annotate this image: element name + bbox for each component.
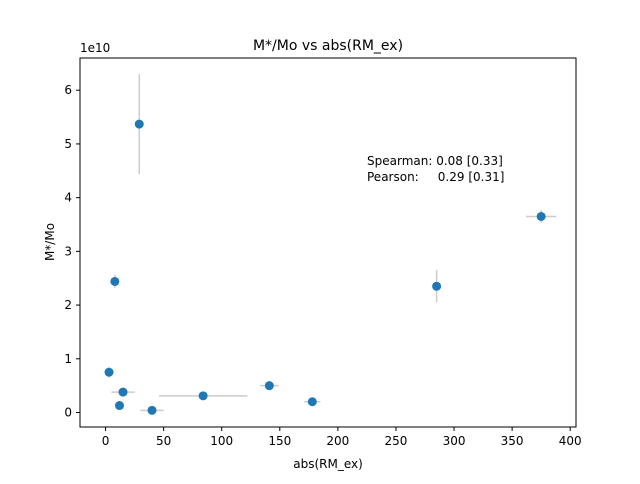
data-point: [536, 211, 546, 221]
y-tick-label: 0: [64, 405, 72, 419]
y-tick-label: 2: [64, 298, 72, 312]
data-point: [264, 381, 274, 391]
x-tick-label: 350: [501, 434, 524, 448]
y-tick-label: 5: [64, 137, 72, 151]
data-point: [104, 367, 114, 377]
data-point: [198, 391, 208, 401]
x-tick-label: 200: [326, 434, 349, 448]
y-axis-label: M*/Mo: [43, 223, 57, 261]
x-tick-label: 400: [559, 434, 582, 448]
x-tick-label: 100: [210, 434, 233, 448]
y-axis-offset-label: 1e10: [80, 41, 110, 55]
y-tick-label: 1: [64, 352, 72, 366]
x-axis-label: abs(RM_ex): [293, 457, 363, 471]
data-point: [114, 401, 124, 411]
y-axis-ticks: 0 1 2 3 4 5 6: [64, 83, 80, 419]
plot-area: [80, 58, 576, 427]
y-tick-label: 6: [64, 83, 72, 97]
spearman-annotation: Spearman: 0.08 [0.33]: [367, 154, 503, 168]
pearson-annotation: Pearson: 0.29 [0.31]: [367, 170, 504, 184]
data-point: [118, 387, 128, 397]
chart-title: M*/Mo vs abs(RM_ex): [253, 38, 403, 54]
x-tick-label: 0: [102, 434, 110, 448]
y-tick-label: 4: [64, 191, 72, 205]
data-point: [432, 281, 442, 291]
x-tick-label: 50: [156, 434, 171, 448]
x-axis-ticks: 0 50 100 150 200 250 300 350 400: [102, 427, 582, 448]
x-tick-label: 300: [443, 434, 466, 448]
plot-frame: [79, 57, 577, 428]
data-points: [104, 119, 546, 415]
data-point: [147, 405, 157, 415]
data-point: [307, 397, 317, 407]
x-tick-label: 250: [385, 434, 408, 448]
data-point: [134, 119, 144, 129]
x-tick-label: 150: [268, 434, 291, 448]
y-tick-label: 3: [64, 244, 72, 258]
data-point: [110, 276, 120, 286]
